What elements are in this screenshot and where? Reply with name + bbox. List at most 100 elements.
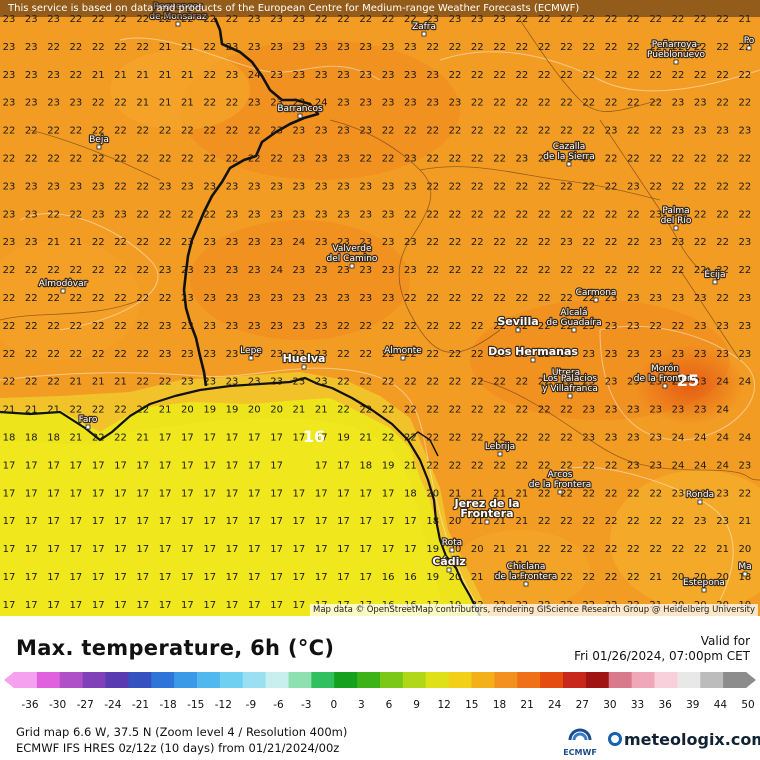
- grid-value: 23: [293, 126, 306, 137]
- grid-value: 22: [538, 293, 551, 304]
- grid-value: 22: [3, 377, 16, 388]
- grid-value: 23: [404, 237, 417, 248]
- grid-value: 22: [92, 154, 105, 165]
- city-dot: [60, 288, 66, 294]
- grid-value: 22: [582, 544, 595, 555]
- grid-value: 22: [114, 14, 127, 25]
- grid-value: 17: [359, 516, 372, 527]
- city-marker: Huelva: [281, 351, 327, 370]
- grid-value: 16: [382, 572, 395, 583]
- grid-value: 20: [248, 405, 261, 416]
- grid-value: 22: [47, 209, 60, 220]
- grid-value: 22: [605, 154, 618, 165]
- grid-value: 23: [582, 349, 595, 360]
- grid-value: 22: [605, 516, 618, 527]
- ecmwf-logo[interactable]: ECMWF: [560, 726, 600, 757]
- grid-value: 22: [426, 349, 439, 360]
- scale-swatch: [677, 672, 701, 688]
- city-dot: [712, 279, 718, 285]
- grid-value: 22: [449, 377, 462, 388]
- scale-arrow-left: [4, 672, 14, 688]
- grid-value: 17: [3, 516, 16, 527]
- grid-value: 17: [136, 460, 149, 471]
- grid-value: 22: [739, 98, 752, 109]
- grid-value: 22: [359, 405, 372, 416]
- grid-value: 22: [359, 14, 372, 25]
- grid-value: 23: [694, 377, 707, 388]
- grid-value: 23: [560, 154, 573, 165]
- grid-value: 22: [382, 14, 395, 25]
- grid-value: 22: [449, 433, 462, 444]
- grid-value: 23: [337, 154, 350, 165]
- scale-tick-label: -27: [77, 699, 94, 711]
- grid-value: 19: [226, 405, 239, 416]
- grid-value: 22: [404, 433, 417, 444]
- grid-value: 22: [47, 349, 60, 360]
- sea-area-inner: [0, 418, 445, 616]
- scale-tick-label: 3: [358, 699, 365, 711]
- city-dot: [297, 113, 303, 119]
- grid-value: 22: [739, 265, 752, 276]
- grid-value: 22: [739, 70, 752, 81]
- grid-value: 17: [226, 516, 239, 527]
- cool-patch: [110, 50, 250, 130]
- grid-value: 22: [560, 460, 573, 471]
- grid-value: 22: [493, 349, 506, 360]
- grid-value: 17: [70, 488, 83, 499]
- grid-value: 22: [136, 321, 149, 332]
- grid-value: 23: [248, 14, 261, 25]
- grid-value: 22: [426, 181, 439, 192]
- grid-value: 22: [471, 237, 484, 248]
- grid-value: 23: [649, 377, 662, 388]
- grid-value: 22: [114, 321, 127, 332]
- grid-value: 23: [582, 154, 595, 165]
- grid-value: 22: [114, 433, 127, 444]
- grid-value: 22: [159, 237, 172, 248]
- grid-value: 22: [136, 349, 149, 360]
- scale-tick-label: -18: [160, 699, 177, 711]
- grid-value: 22: [538, 42, 551, 53]
- grid-value: 22: [516, 433, 529, 444]
- city-labels: Reguengosde MonsarazZafraPeñarroya-Puebl…: [37, 1, 756, 593]
- city-dot: [557, 489, 563, 495]
- meteologix-brand[interactable]: meteologix.com: [608, 730, 760, 749]
- grid-value: 16: [404, 572, 417, 583]
- grid-value: 20: [426, 488, 439, 499]
- grid-value: 22: [471, 405, 484, 416]
- grid-value: 17: [181, 516, 194, 527]
- grid-value: 17: [114, 572, 127, 583]
- grid-value: 22: [538, 433, 551, 444]
- city-dot: [175, 21, 181, 27]
- grid-value: 22: [449, 405, 462, 416]
- city-dot: [85, 424, 91, 430]
- grid-value: 17: [226, 544, 239, 555]
- grid-value: 22: [404, 377, 417, 388]
- grid-value: 23: [226, 293, 239, 304]
- grid-value: 17: [92, 544, 105, 555]
- grid-value: 22: [159, 126, 172, 137]
- grid-value: 21: [493, 572, 506, 583]
- grid-value: 17: [203, 433, 216, 444]
- city-dot: [446, 567, 452, 573]
- osm-credit[interactable]: Map data © OpenStreetMap contributors, r…: [310, 604, 758, 616]
- grid-value: 22: [627, 42, 640, 53]
- grid-value: 23: [739, 237, 752, 248]
- scale-tick-label: -30: [49, 699, 66, 711]
- grid-value: 17: [226, 572, 239, 583]
- grid-value: 23: [25, 181, 38, 192]
- grid-value: 22: [92, 237, 105, 248]
- scale-swatch: [242, 672, 267, 688]
- city-label: Huelva: [283, 352, 326, 365]
- scale-swatch: [219, 672, 244, 688]
- grid-value: 22: [627, 488, 640, 499]
- grid-value: 23: [716, 488, 729, 499]
- grid-value: 22: [582, 14, 595, 25]
- grid-value: 23: [382, 42, 395, 53]
- grid-value: 22: [92, 433, 105, 444]
- grid-value: 22: [270, 154, 283, 165]
- grid-value: 22: [337, 377, 350, 388]
- grid-value: 22: [516, 377, 529, 388]
- temperature-map[interactable]: 23 23 23 22 22 22 22 22 22 22 22 23 23 23 22 22 22 22 22 23…: [0, 0, 760, 616]
- grid-value: 22: [70, 42, 83, 53]
